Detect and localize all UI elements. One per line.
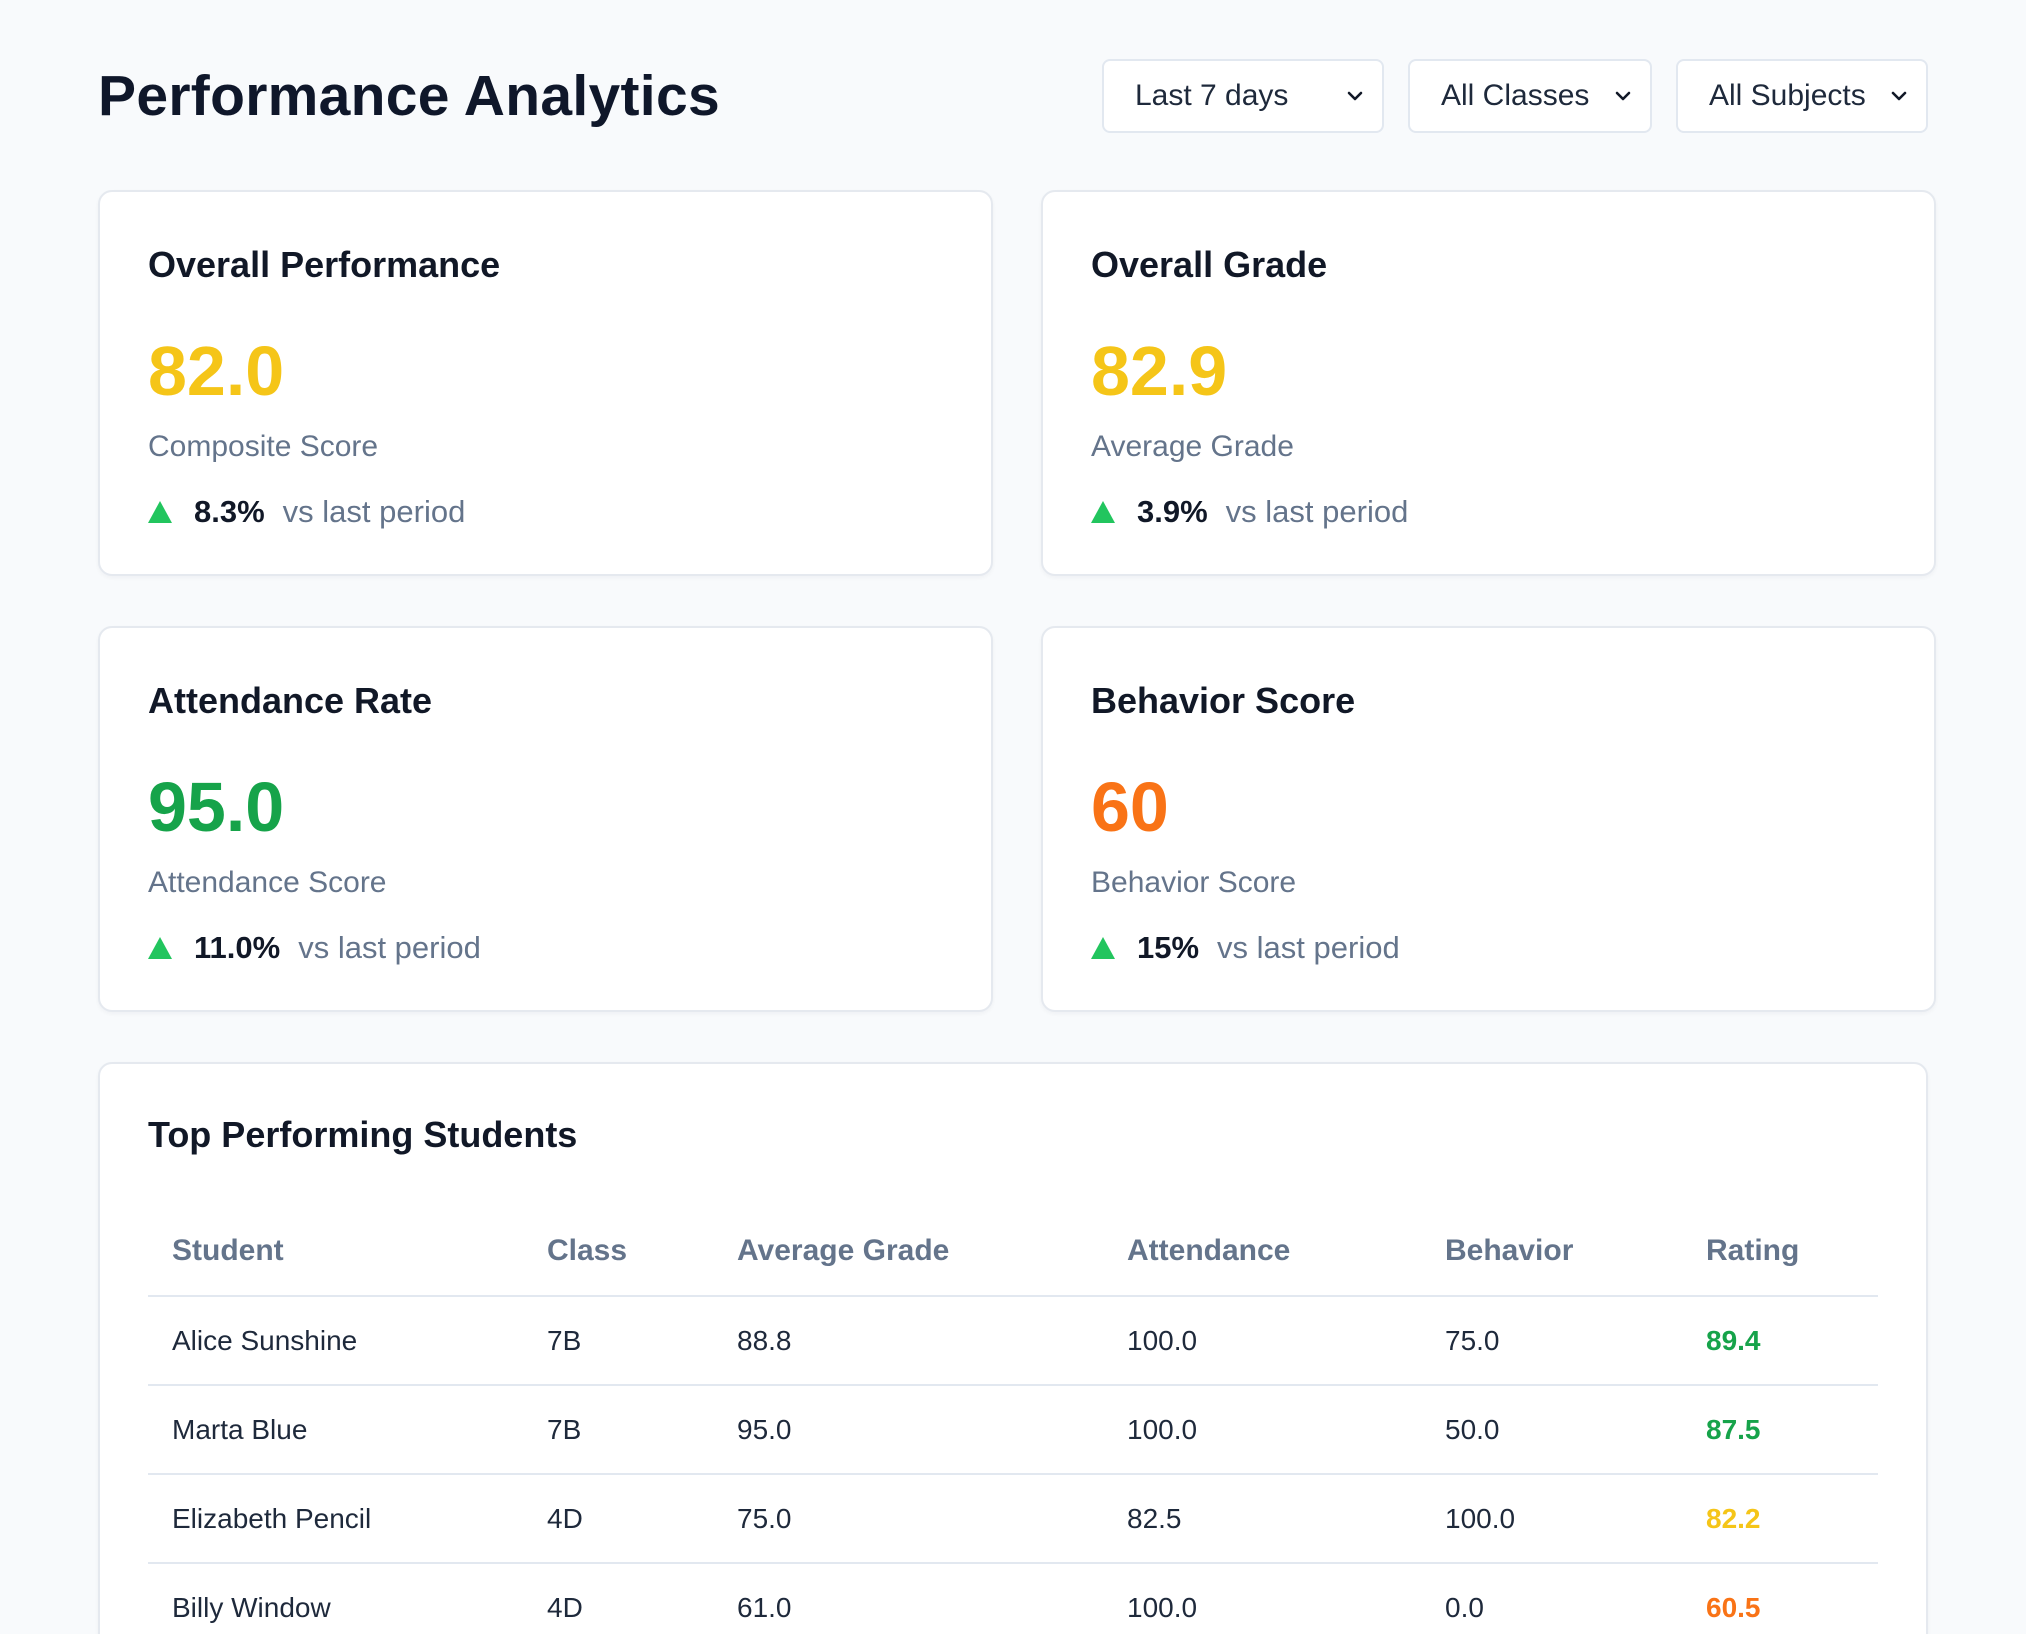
column-header-student[interactable]: Student (148, 1206, 523, 1297)
trend-percent: 11.0% (194, 930, 281, 965)
card-behavior-score: Behavior Score 60 Behavior Score 15% vs … (1041, 626, 1936, 1012)
card-overall-grade: Overall Grade 82.9 Average Grade 3.9% vs… (1041, 190, 1936, 576)
triangle-up-icon (1091, 501, 1115, 523)
cell-student: Billy Window (148, 1563, 523, 1634)
table-row[interactable]: Elizabeth Pencil 4D 75.0 82.5 100.0 82.2 (148, 1474, 1878, 1564)
class-select[interactable]: All Classes (1408, 59, 1652, 133)
table-row[interactable]: Alice Sunshine 7B 88.8 100.0 75.0 89.4 (148, 1296, 1878, 1386)
card-value: 82.0 (148, 332, 285, 410)
cell-rating: 60.5 (1682, 1563, 1878, 1634)
table-header-row: Student Class Average Grade Attendance B… (148, 1206, 1878, 1297)
chevron-down-icon (1615, 91, 1631, 101)
card-value: 60 (1091, 768, 1169, 846)
cell-behavior: 75.0 (1421, 1296, 1682, 1386)
card-title: Attendance Rate (148, 680, 433, 721)
trend-row: 11.0% vs last period (148, 930, 943, 966)
cell-class: 4D (523, 1563, 713, 1634)
top-students-card: Top Performing Students Student Class Av… (98, 1062, 1928, 1634)
trend-percent: 3.9% (1137, 494, 1208, 529)
card-title: Overall Performance (148, 244, 501, 285)
students-table: Student Class Average Grade Attendance B… (148, 1206, 1878, 1634)
class-value: All Classes (1441, 79, 1590, 112)
metric-cards: Overall Performance 82.0 Composite Score… (98, 190, 1936, 1012)
card-caption: Attendance Score (148, 866, 387, 899)
date-range-select[interactable]: Last 7 days (1102, 59, 1384, 133)
chevron-down-icon (1891, 91, 1907, 101)
triangle-up-icon (148, 937, 172, 959)
cell-behavior: 100.0 (1421, 1474, 1682, 1564)
cell-student: Marta Blue (148, 1385, 523, 1475)
trend-percent: 15% (1137, 930, 1200, 965)
trend-row: 8.3% vs last period (148, 494, 943, 530)
table-row[interactable]: Billy Window 4D 61.0 100.0 0.0 60.5 (148, 1563, 1878, 1634)
card-value: 95.0 (148, 768, 285, 846)
cell-student: Alice Sunshine (148, 1296, 523, 1386)
page-header: Performance Analytics Last 7 days All Cl… (98, 0, 1928, 190)
cell-behavior: 50.0 (1421, 1385, 1682, 1475)
triangle-up-icon (1091, 937, 1115, 959)
card-value: 82.9 (1091, 332, 1228, 410)
column-header-class[interactable]: Class (523, 1206, 713, 1297)
cell-class: 7B (523, 1296, 713, 1386)
card-caption: Composite Score (148, 430, 379, 463)
column-header-behavior[interactable]: Behavior (1421, 1206, 1682, 1297)
cell-rating: 82.2 (1682, 1474, 1878, 1564)
column-header-rating[interactable]: Rating (1682, 1206, 1878, 1297)
cell-student: Elizabeth Pencil (148, 1474, 523, 1564)
trend-label: vs last period (282, 494, 466, 529)
column-header-attendance[interactable]: Attendance (1103, 1206, 1421, 1297)
cell-attendance: 82.5 (1103, 1474, 1421, 1564)
subject-value: All Subjects (1709, 79, 1866, 112)
column-header-average-grade[interactable]: Average Grade (713, 1206, 1103, 1297)
trend-percent: 8.3% (194, 494, 265, 529)
page-title: Performance Analytics (98, 64, 720, 128)
cell-grade: 61.0 (713, 1563, 1103, 1634)
cell-class: 7B (523, 1385, 713, 1475)
cell-attendance: 100.0 (1103, 1563, 1421, 1634)
triangle-up-icon (148, 501, 172, 523)
card-caption: Average Grade (1091, 430, 1294, 463)
cell-grade: 75.0 (713, 1474, 1103, 1564)
cell-attendance: 100.0 (1103, 1296, 1421, 1386)
card-overall-performance: Overall Performance 82.0 Composite Score… (98, 190, 993, 576)
trend-label: vs last period (1225, 494, 1409, 529)
card-caption: Behavior Score (1091, 866, 1297, 899)
trend-label: vs last period (298, 930, 481, 965)
card-title: Behavior Score (1091, 680, 1356, 721)
cell-behavior: 0.0 (1421, 1563, 1682, 1634)
cell-grade: 95.0 (713, 1385, 1103, 1475)
chevron-down-icon (1347, 91, 1363, 101)
subject-select[interactable]: All Subjects (1676, 59, 1928, 133)
card-attendance-rate: Attendance Rate 95.0 Attendance Score 11… (98, 626, 993, 1012)
date-range-value: Last 7 days (1135, 79, 1289, 112)
table-row[interactable]: Marta Blue 7B 95.0 100.0 50.0 87.5 (148, 1385, 1878, 1475)
trend-row: 15% vs last period (1091, 930, 1886, 966)
trend-row: 3.9% vs last period (1091, 494, 1886, 530)
cell-rating: 89.4 (1682, 1296, 1878, 1386)
cell-grade: 88.8 (713, 1296, 1103, 1386)
cell-attendance: 100.0 (1103, 1385, 1421, 1475)
table-title: Top Performing Students (148, 1114, 578, 1155)
card-title: Overall Grade (1091, 244, 1328, 285)
cell-class: 4D (523, 1474, 713, 1564)
filter-bar: Last 7 days All Classes All Subjects (1102, 59, 1928, 133)
cell-rating: 87.5 (1682, 1385, 1878, 1475)
trend-label: vs last period (1217, 930, 1400, 965)
